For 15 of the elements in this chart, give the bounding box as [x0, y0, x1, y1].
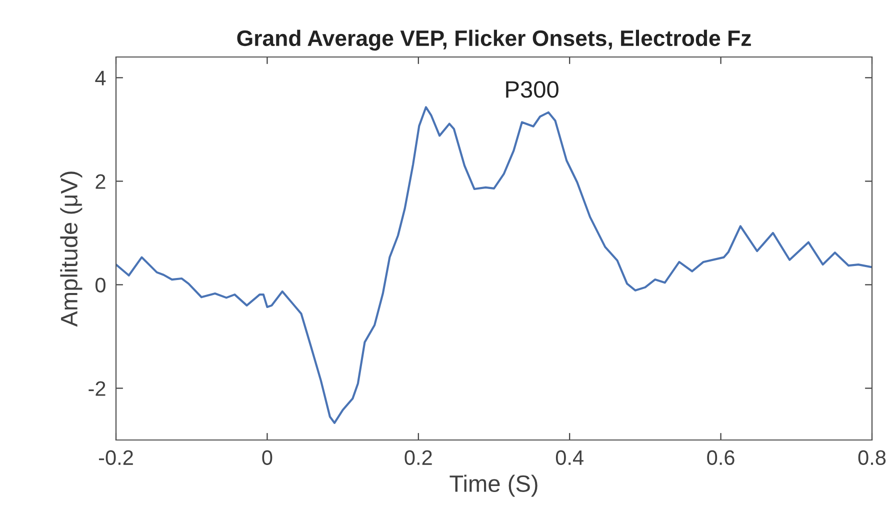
y-tick-label: 4: [95, 70, 106, 86]
y-tick-label: -2: [88, 381, 106, 396]
x-tick-label: 0.6: [707, 450, 734, 466]
line-series: [116, 106, 872, 424]
x-tick-label: 0.8: [858, 450, 886, 466]
chart-title: Grand Average VEP, Flicker Onsets, Electrode Fz: [237, 30, 751, 51]
x-tick-label: 0.2: [404, 450, 432, 466]
x-tick-label: 0: [262, 450, 272, 466]
y-tick-label: 0: [96, 278, 106, 292]
annotation: P300: [506, 81, 558, 98]
x-tick-label: 0.4: [556, 450, 584, 466]
x-axis-title: Time (S): [450, 474, 538, 497]
y-tick-label: 2: [96, 174, 106, 189]
y-axis-title: Amplitude (μV): [60, 172, 82, 327]
x-tick-label: -0.2: [98, 450, 133, 466]
